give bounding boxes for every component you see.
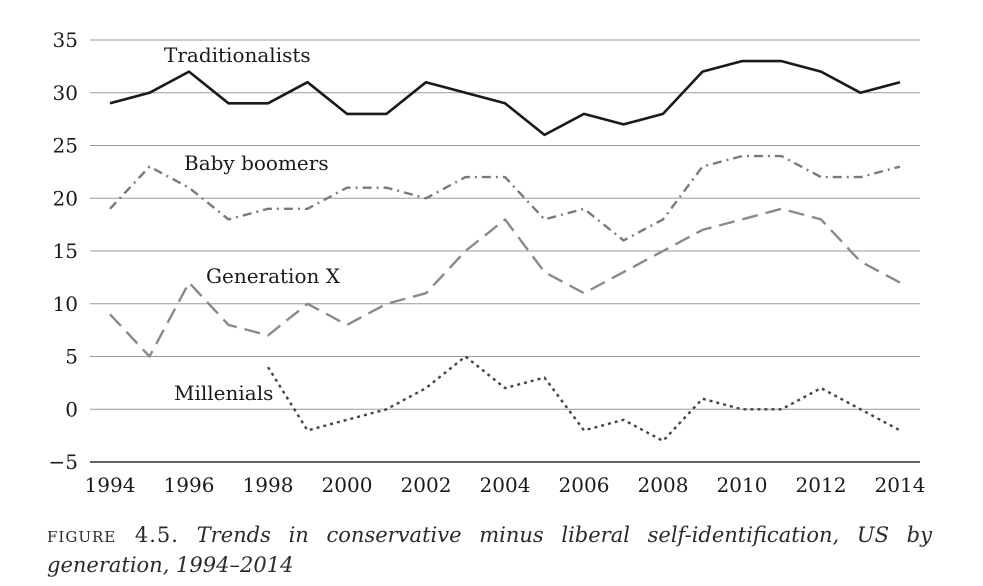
y-tick-label: 10 <box>53 292 78 316</box>
y-tick-label: 15 <box>53 239 78 263</box>
y-tick-label: 30 <box>53 81 78 105</box>
series-label-baby-boomers: Baby boomers <box>184 151 329 175</box>
x-tick-label: 2006 <box>559 473 610 497</box>
y-tick-label: 0 <box>65 397 78 421</box>
series-label-traditionalists: Traditionalists <box>164 43 311 67</box>
series-line-generation-x <box>109 207 901 358</box>
y-tick-label: −5 <box>49 450 78 474</box>
x-tick-label: 2008 <box>638 473 689 497</box>
y-tick-label: 5 <box>65 345 78 369</box>
y-tick-label: 20 <box>53 186 78 210</box>
figure-title: Trends in conservative minus liberal sel… <box>47 523 932 577</box>
x-tick-label: 2004 <box>480 473 531 497</box>
series-lines <box>109 59 901 443</box>
figure-caption: figure 4.5. Trends in conservative minus… <box>47 520 932 580</box>
x-tick-label: 1998 <box>243 473 294 497</box>
series-labels: Traditionalists Baby boomers Generation X M… <box>164 43 341 405</box>
gridlines <box>90 39 920 463</box>
y-axis-ticks: 35 30 25 20 15 10 5 0 −5 <box>49 28 78 474</box>
x-tick-label: 2012 <box>796 473 847 497</box>
x-tick-label: 1994 <box>85 473 136 497</box>
y-tick-label: 25 <box>53 134 78 158</box>
x-tick-label: 2010 <box>717 473 768 497</box>
line-chart: 35 30 25 20 15 10 5 0 −5 1994 1996 1998 2000 2002 200… <box>49 28 926 497</box>
x-tick-label: 2002 <box>401 473 452 497</box>
series-line-traditionalists <box>109 59 901 137</box>
series-label-millenials: Millenials <box>174 381 273 405</box>
x-tick-label: 2000 <box>322 473 373 497</box>
figure-label: figure 4.5. <box>47 523 179 547</box>
series-line-baby-boomers <box>109 154 901 242</box>
series-line-millenials <box>266 355 901 443</box>
x-axis-ticks: 1994 1996 1998 2000 2002 2004 2006 2008 2010 2012… <box>85 473 926 497</box>
x-tick-label: 1996 <box>164 473 215 497</box>
y-tick-label: 35 <box>53 28 78 52</box>
x-tick-label: 2014 <box>875 473 926 497</box>
series-label-generation-x: Generation X <box>206 264 341 288</box>
